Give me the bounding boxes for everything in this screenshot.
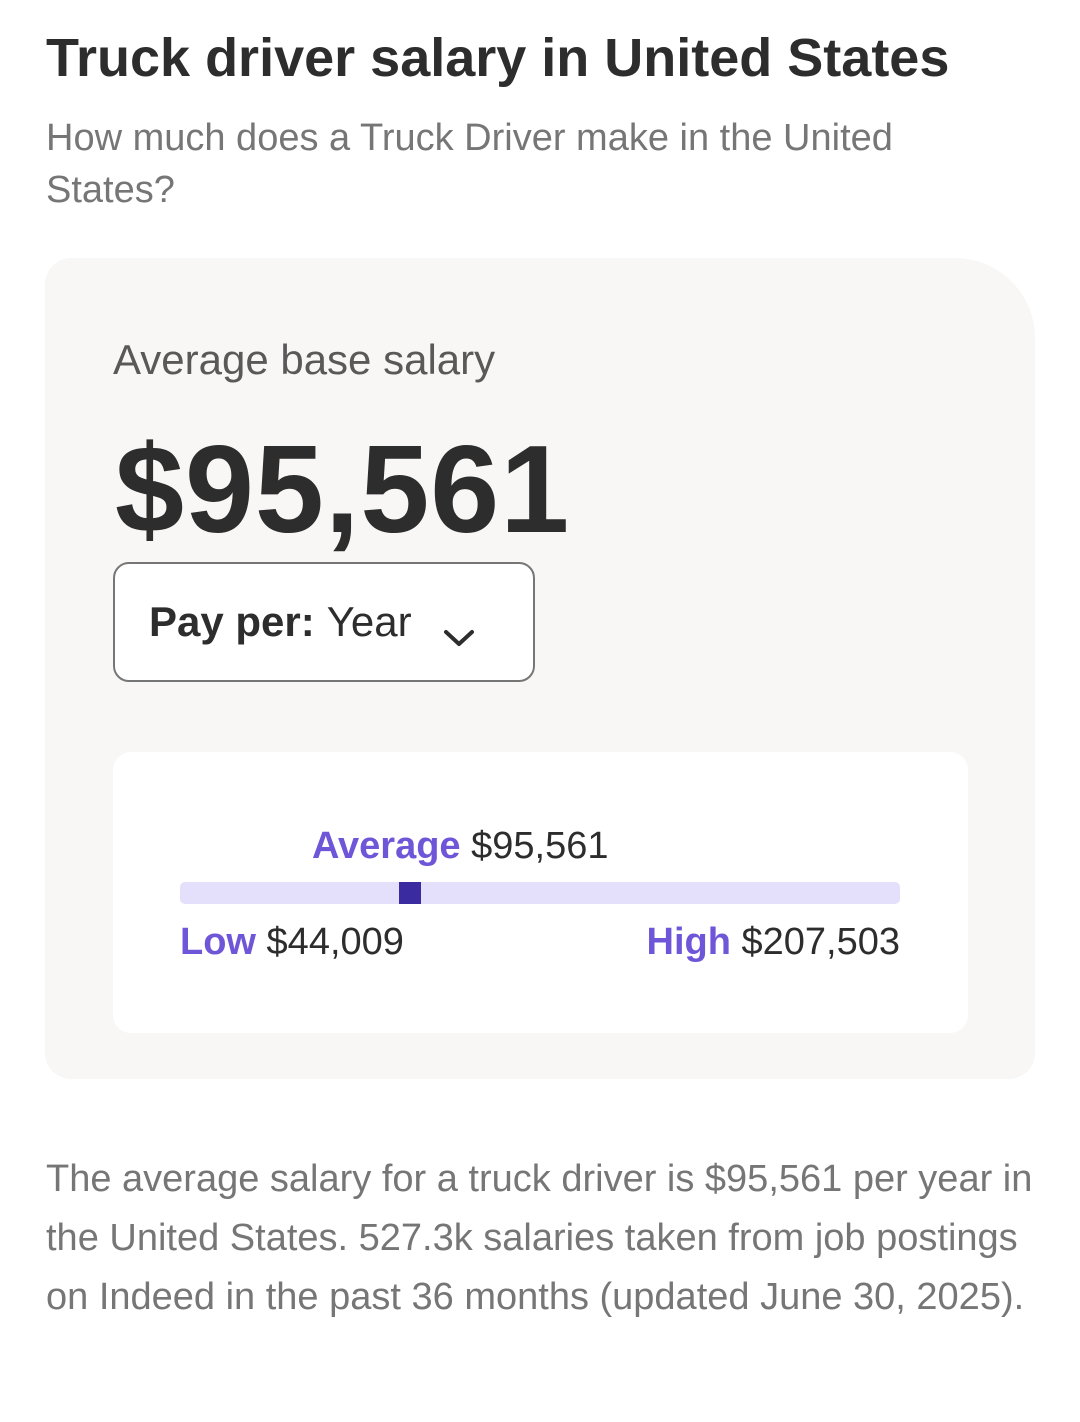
range-high-label: High: [646, 921, 731, 963]
salary-card: Average base salary $95,561 Pay per: Yea…: [45, 258, 1035, 1079]
page-subtitle: How much does a Truck Driver make in the…: [46, 117, 893, 211]
pay-per-label: Pay per:: [149, 598, 315, 645]
salary-range-card: Average $95,561 Low $44,009 High $207,50…: [113, 752, 968, 1033]
range-low: Low $44,009: [180, 920, 404, 964]
pay-per-selected-value: Year: [326, 598, 412, 645]
salary-range-bar: [180, 882, 900, 904]
range-low-value: $44,009: [266, 921, 404, 963]
range-average: Average $95,561: [312, 824, 609, 868]
average-marker: [399, 882, 422, 904]
salary-summary: The average salary for a truck driver is…: [46, 1158, 1033, 1318]
range-high: High $207,503: [647, 920, 901, 964]
range-low-label: Low: [180, 921, 256, 963]
pay-per-dropdown[interactable]: Pay per: Year: [113, 562, 535, 682]
page-title: Truck driver salary in United States: [46, 28, 950, 88]
average-salary-label: Average base salary: [113, 336, 496, 383]
average-salary-value: $95,561: [115, 421, 571, 559]
range-average-value: $95,561: [471, 825, 609, 867]
chevron-down-icon: [442, 611, 476, 646]
range-average-label: Average: [312, 825, 461, 867]
range-high-value: $207,503: [741, 921, 901, 963]
